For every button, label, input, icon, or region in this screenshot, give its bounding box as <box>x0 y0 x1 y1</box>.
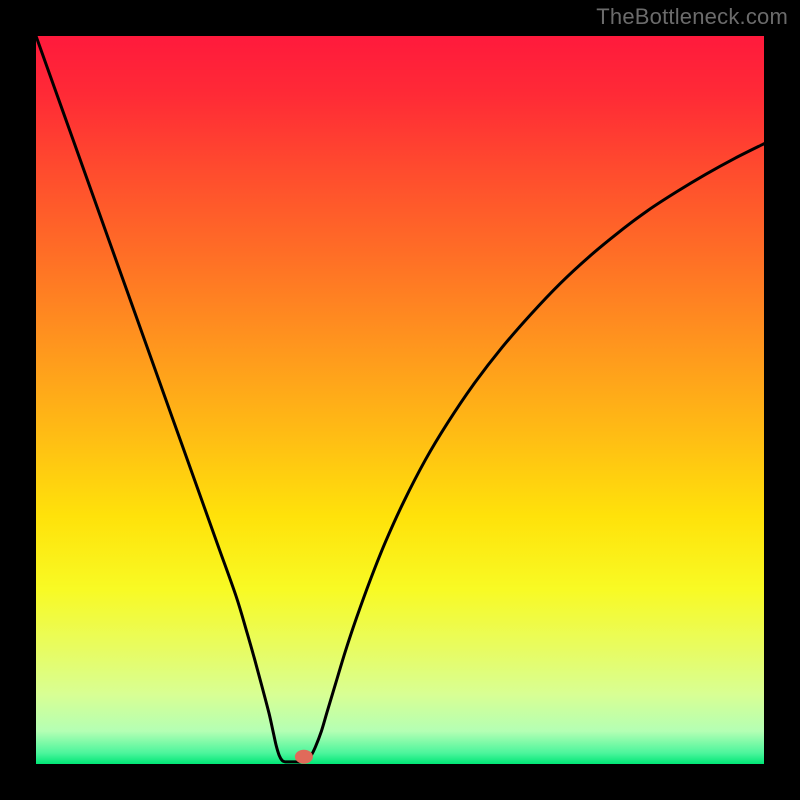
watermark-text: TheBottleneck.com <box>596 4 788 30</box>
bottleneck-curve-chart <box>0 0 800 800</box>
chart-stage: TheBottleneck.com <box>0 0 800 800</box>
optimal-point-marker <box>295 750 313 764</box>
chart-plot-area <box>36 36 764 764</box>
